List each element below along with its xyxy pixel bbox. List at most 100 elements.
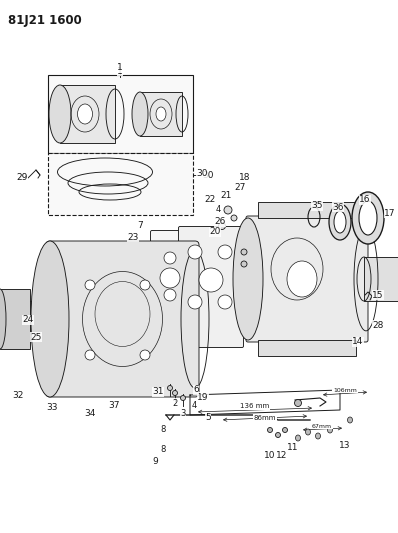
Ellipse shape xyxy=(306,429,310,435)
Text: 8: 8 xyxy=(160,425,166,434)
Text: 21: 21 xyxy=(220,191,232,200)
Ellipse shape xyxy=(328,427,332,433)
Text: 1: 1 xyxy=(117,67,123,76)
Text: 2: 2 xyxy=(172,399,178,408)
Text: 13: 13 xyxy=(339,440,351,449)
Ellipse shape xyxy=(316,433,320,439)
FancyBboxPatch shape xyxy=(46,241,199,397)
Ellipse shape xyxy=(241,261,247,267)
Text: 36: 36 xyxy=(332,203,344,212)
Ellipse shape xyxy=(219,222,226,230)
Text: 4: 4 xyxy=(191,400,197,409)
FancyBboxPatch shape xyxy=(150,230,201,343)
Ellipse shape xyxy=(231,215,237,221)
Ellipse shape xyxy=(287,261,317,297)
Ellipse shape xyxy=(188,295,202,309)
Bar xyxy=(48,153,193,215)
Ellipse shape xyxy=(181,395,185,400)
Text: 5: 5 xyxy=(205,414,211,423)
Bar xyxy=(258,340,356,356)
Bar xyxy=(140,92,182,136)
Text: 86mm: 86mm xyxy=(254,415,276,421)
Text: 6: 6 xyxy=(193,385,199,394)
Text: 19: 19 xyxy=(197,392,209,401)
Ellipse shape xyxy=(347,417,353,423)
Text: 30: 30 xyxy=(202,171,213,180)
Text: 9: 9 xyxy=(152,457,158,466)
Text: 17: 17 xyxy=(384,208,396,217)
Ellipse shape xyxy=(31,241,69,397)
Text: 136 mm: 136 mm xyxy=(240,403,269,409)
Ellipse shape xyxy=(283,427,287,432)
Text: 10: 10 xyxy=(264,450,276,459)
Ellipse shape xyxy=(334,211,346,233)
Ellipse shape xyxy=(295,435,300,441)
Text: 12: 12 xyxy=(276,450,288,459)
Text: 25: 25 xyxy=(30,333,42,342)
Ellipse shape xyxy=(140,280,150,290)
Text: 1: 1 xyxy=(117,63,123,72)
Text: 28: 28 xyxy=(372,320,384,329)
Ellipse shape xyxy=(0,289,6,349)
Ellipse shape xyxy=(156,107,166,121)
Ellipse shape xyxy=(241,249,247,255)
Ellipse shape xyxy=(160,268,180,288)
Text: 16: 16 xyxy=(359,196,371,205)
Text: 29: 29 xyxy=(16,174,28,182)
Ellipse shape xyxy=(78,104,92,124)
Text: 33: 33 xyxy=(46,403,58,413)
Text: 27: 27 xyxy=(234,183,246,192)
Text: 106mm: 106mm xyxy=(333,387,357,392)
Bar xyxy=(0,289,30,349)
Text: 3: 3 xyxy=(180,408,186,417)
Ellipse shape xyxy=(224,206,232,214)
Ellipse shape xyxy=(85,350,95,360)
Text: 4: 4 xyxy=(215,206,220,214)
Text: 20: 20 xyxy=(209,228,220,237)
Ellipse shape xyxy=(218,295,232,309)
Text: 31: 31 xyxy=(152,387,164,397)
Ellipse shape xyxy=(295,400,302,407)
Ellipse shape xyxy=(199,268,223,292)
Text: 37: 37 xyxy=(108,400,120,409)
FancyBboxPatch shape xyxy=(178,227,244,348)
Text: 7: 7 xyxy=(137,221,143,230)
Bar xyxy=(0,301,50,337)
Text: 24: 24 xyxy=(22,316,33,325)
Ellipse shape xyxy=(188,245,202,259)
Text: 18: 18 xyxy=(239,174,251,182)
Ellipse shape xyxy=(267,427,273,432)
Ellipse shape xyxy=(140,350,150,360)
Text: 14: 14 xyxy=(352,337,364,346)
Ellipse shape xyxy=(218,245,232,259)
Text: 81J21 1600: 81J21 1600 xyxy=(8,14,82,27)
Ellipse shape xyxy=(329,204,351,240)
Bar xyxy=(60,85,115,143)
Ellipse shape xyxy=(85,280,95,290)
Ellipse shape xyxy=(132,92,148,136)
Ellipse shape xyxy=(359,201,377,235)
Ellipse shape xyxy=(0,301,5,337)
Bar xyxy=(48,75,193,153)
Text: 29: 29 xyxy=(16,173,28,182)
Text: 35: 35 xyxy=(311,201,323,211)
Bar xyxy=(258,202,356,218)
Text: 30: 30 xyxy=(196,169,208,179)
Ellipse shape xyxy=(168,385,172,391)
Text: 15: 15 xyxy=(372,290,384,300)
Text: 67mm: 67mm xyxy=(312,424,332,429)
Ellipse shape xyxy=(275,432,281,438)
Text: 22: 22 xyxy=(205,195,216,204)
Ellipse shape xyxy=(352,192,384,244)
Text: 32: 32 xyxy=(12,391,24,400)
FancyBboxPatch shape xyxy=(246,216,368,342)
Ellipse shape xyxy=(172,391,178,395)
Bar xyxy=(364,257,398,301)
Text: 34: 34 xyxy=(84,408,96,417)
Text: 11: 11 xyxy=(287,443,299,453)
Ellipse shape xyxy=(49,85,71,143)
Ellipse shape xyxy=(164,252,176,264)
Text: 26: 26 xyxy=(214,217,226,227)
Ellipse shape xyxy=(164,289,176,301)
Text: 23: 23 xyxy=(127,232,139,241)
